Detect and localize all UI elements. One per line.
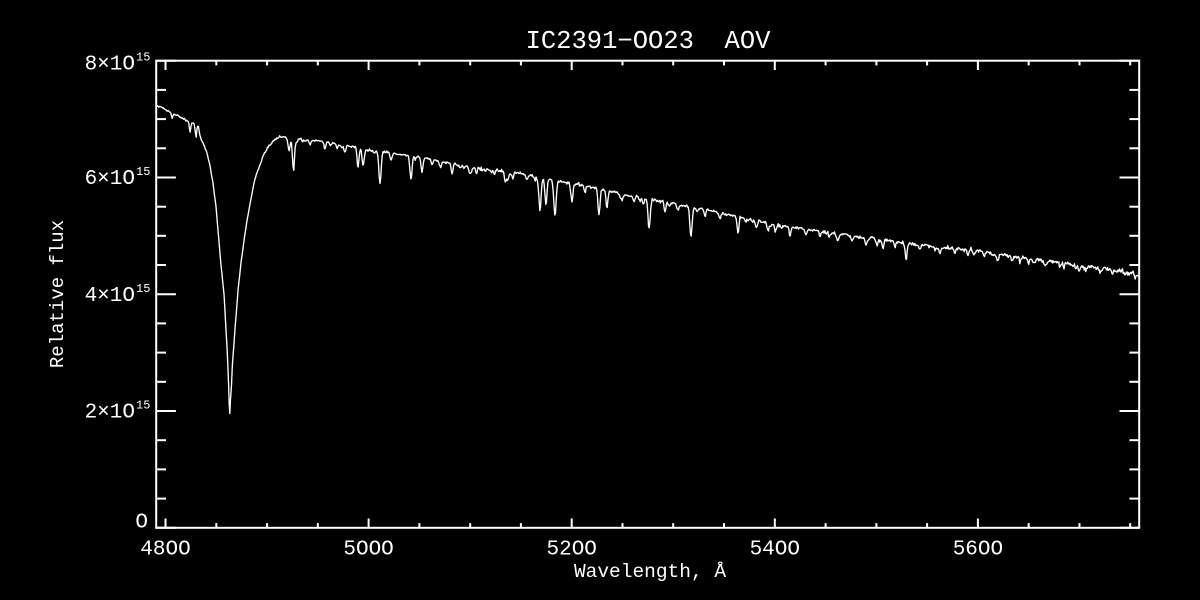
svg-text:6×1O: 6×1O (85, 168, 135, 191)
svg-text:Wavelength, Å: Wavelength, Å (574, 561, 726, 583)
svg-text:15: 15 (136, 165, 150, 179)
svg-text:4×1O: 4×1O (85, 285, 135, 308)
svg-text:15: 15 (136, 282, 150, 296)
svg-text:15: 15 (136, 50, 150, 64)
svg-text:54OO: 54OO (750, 539, 800, 562)
svg-text:8×1O: 8×1O (85, 53, 135, 76)
svg-text:5OOO: 5OOO (343, 539, 393, 562)
svg-text:2×1O: 2×1O (85, 401, 135, 424)
svg-text:52OO: 52OO (546, 539, 596, 562)
svg-text:IC2391−OO23 AOV: IC2391−OO23 AOV (526, 27, 772, 56)
svg-text:48OO: 48OO (140, 539, 190, 562)
svg-text:Relative flux: Relative flux (47, 220, 69, 368)
svg-text:O: O (135, 512, 148, 535)
svg-text:15: 15 (136, 398, 150, 412)
svg-text:56OO: 56OO (953, 539, 1003, 562)
